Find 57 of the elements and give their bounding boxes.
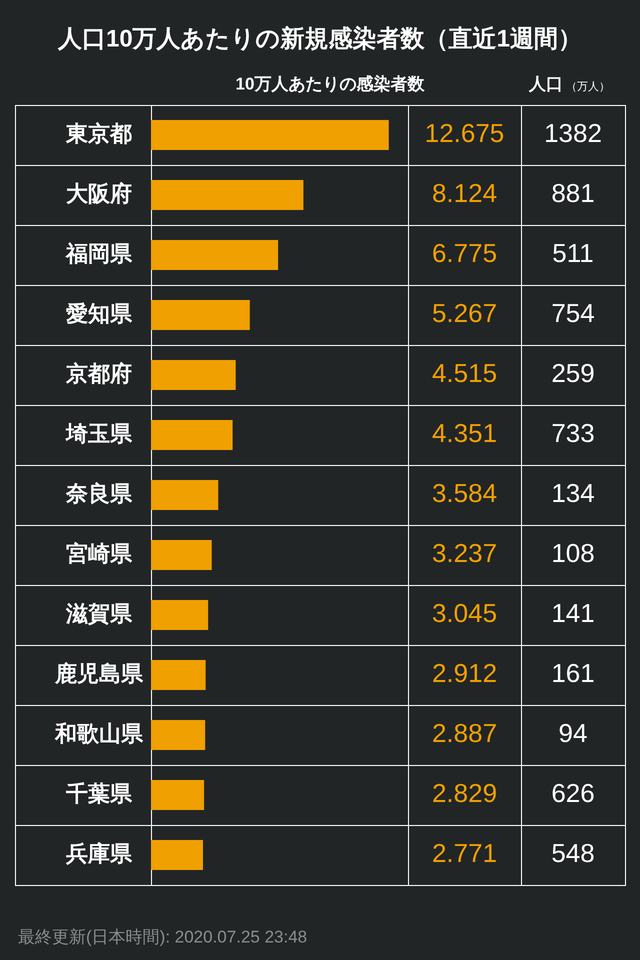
- bar: [151, 840, 203, 870]
- data-label: 5.267: [432, 298, 498, 328]
- data-label: 6.775: [432, 238, 498, 268]
- data-label: 8.124: [432, 178, 498, 208]
- data-label: 2.829: [432, 778, 498, 808]
- data-label: 3.237: [432, 538, 498, 568]
- bar: [151, 180, 304, 210]
- bar: [151, 480, 218, 510]
- x-axis-title: 10万人あたりの感染者数: [236, 74, 426, 94]
- y-tick-label: 埼玉県: [65, 421, 133, 446]
- data-label: 2.771: [432, 838, 498, 868]
- text: 134: [551, 478, 595, 508]
- y-tick-label: 和歌山県: [54, 721, 144, 746]
- text: （万人）: [566, 81, 610, 94]
- bar: [151, 120, 389, 150]
- y-tick-label: 兵庫県: [65, 841, 133, 866]
- data-label: 3.045: [432, 598, 498, 628]
- bar: [151, 360, 236, 390]
- text: 108: [551, 538, 595, 568]
- bar: [151, 780, 204, 810]
- text: 511: [552, 238, 594, 268]
- y-tick-label: 福岡県: [65, 241, 133, 266]
- y-tick-label: 大阪府: [66, 181, 132, 206]
- bar: [151, 600, 208, 630]
- text: 881: [551, 178, 595, 208]
- text: 754: [551, 298, 595, 328]
- text: 626: [551, 778, 595, 808]
- y-tick-label: 宮崎県: [66, 541, 133, 566]
- text: 733: [551, 418, 595, 448]
- data-label: 12.675: [424, 118, 504, 148]
- text: 548: [551, 838, 595, 868]
- y-tick-label: 奈良県: [65, 481, 133, 506]
- data-label: 4.515: [432, 358, 498, 388]
- data-label: 2.912: [432, 658, 498, 688]
- bar: [151, 660, 206, 690]
- bar: [151, 300, 250, 330]
- text: 人口: [528, 74, 563, 94]
- data-label: 2.887: [432, 718, 498, 748]
- y-tick-label: 愛知県: [66, 301, 133, 326]
- y-tick-label: 鹿児島県: [54, 661, 144, 686]
- bar: [151, 420, 233, 450]
- y-tick-label: 滋賀県: [65, 601, 133, 626]
- text: 161: [551, 658, 595, 688]
- text: 94: [558, 718, 588, 748]
- text: 259: [551, 358, 595, 388]
- y-tick-label: 東京都: [65, 121, 132, 146]
- bar: [151, 720, 206, 750]
- y-tick-label: 京都府: [65, 361, 132, 386]
- bar: [151, 240, 278, 270]
- data-label: 4.351: [432, 418, 498, 448]
- bar: [151, 540, 212, 570]
- data-label: 3.584: [432, 478, 498, 508]
- text: 141: [551, 598, 595, 628]
- text: 最終更新(日本時間): 2020.07.25 23:48: [18, 928, 308, 947]
- y-tick-label: 千葉県: [65, 781, 133, 806]
- chart-title: 人口10万人あたりの新規感染者数（直近1週間）: [56, 26, 582, 53]
- text: 1382: [544, 118, 602, 148]
